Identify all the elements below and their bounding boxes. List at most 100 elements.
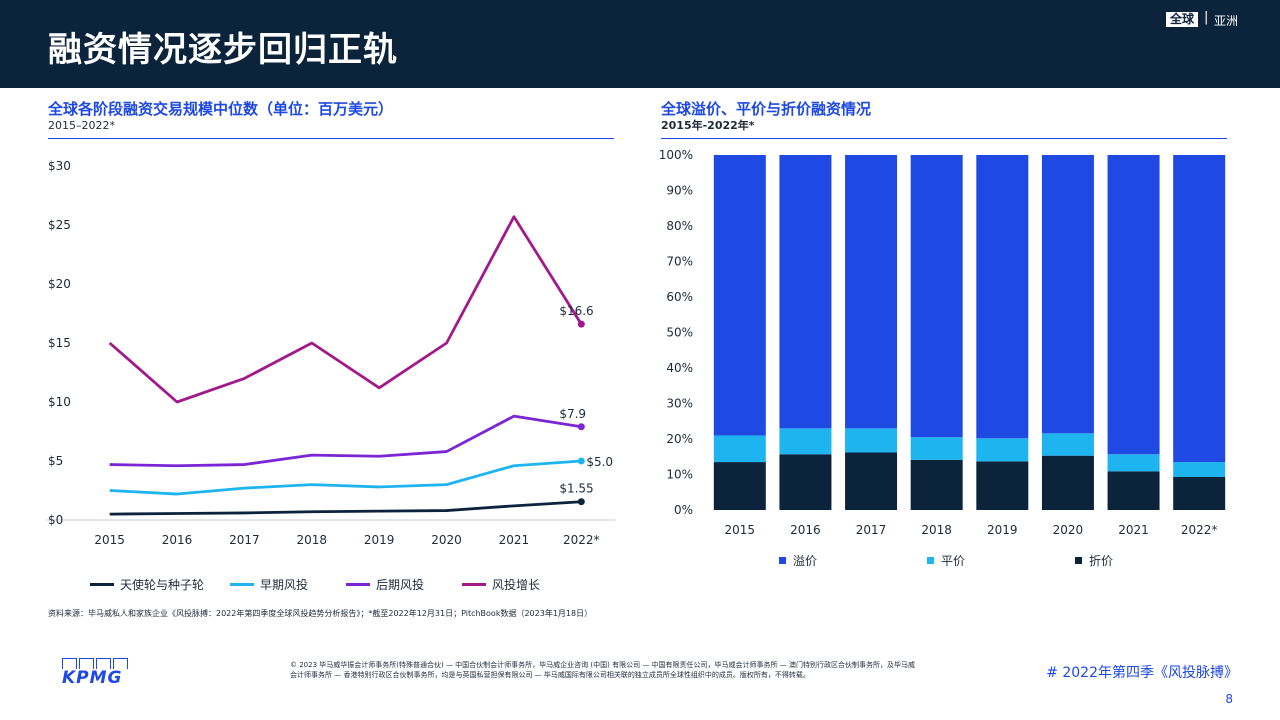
line-chart-y-tick: $15	[48, 336, 71, 350]
bar-chart-subtitle: 2015年-2022年*	[661, 119, 755, 132]
legend-item: 天使轮与种子轮	[90, 576, 204, 593]
bar-chart-y-tick: 50%	[666, 326, 693, 340]
bar-segment-1	[845, 428, 898, 453]
bar-segment-1	[1107, 454, 1160, 472]
legend-label: 风投增长	[492, 578, 541, 592]
bar-chart-y-tick: 30%	[666, 397, 693, 411]
line-chart-x-tick: 2016	[162, 533, 193, 547]
line-chart-y-tick: $5	[48, 454, 63, 468]
bar-segment-1	[910, 437, 963, 460]
series-end-label-2: $7.9	[559, 407, 586, 421]
bar-chart-x-tick: 2020	[1053, 523, 1084, 537]
legend-label: 天使轮与种子轮	[120, 578, 205, 592]
series-line-1	[109, 459, 582, 496]
bar-segment-1	[1041, 433, 1094, 456]
legend-swatch	[230, 583, 254, 586]
legend-label: 后期风投	[376, 578, 425, 592]
line-chart-y-tick: $30	[48, 159, 71, 173]
series-end-point-2	[577, 423, 585, 431]
line-chart-rule	[48, 138, 614, 139]
line-chart-y-tick: $10	[48, 395, 71, 409]
line-chart-title: 全球各阶段融资交易规模中位数（单位：百万美元）	[48, 100, 394, 118]
bar-segment-2	[976, 155, 1029, 439]
bar-chart-y-tick: 0%	[674, 503, 693, 517]
bar-chart-y-tick: 80%	[666, 219, 693, 233]
series-line-2	[109, 414, 582, 468]
bar-segment-0	[845, 452, 898, 510]
bar-chart-title: 全球溢价、平价与折价融资情况	[661, 100, 872, 118]
region-link[interactable]: 亚洲	[1214, 14, 1239, 28]
line-chart-x-tick: 2017	[229, 533, 260, 547]
line-chart-subtitle: 2015–2022*	[48, 119, 115, 132]
legend-label: 早期风投	[260, 578, 309, 592]
bar-chart-y-tick: 60%	[666, 290, 693, 304]
bar-segment-1	[713, 435, 766, 463]
bar-segment-0	[713, 462, 766, 510]
publication-tag: # 2022年第四季《风投脉搏》	[1046, 665, 1238, 681]
bar-segment-2	[845, 155, 898, 429]
page-title: 融资情况逐步回归正轨	[48, 30, 398, 70]
bar-chart-x-tick: 2017	[856, 523, 887, 537]
bar-chart-x-tick: 2018	[921, 523, 952, 537]
bar-chart-y-tick: 20%	[666, 432, 693, 446]
bar-segment-0	[1041, 455, 1094, 510]
bar-chart-y-tick: 10%	[666, 468, 693, 482]
legend-item: 风投增长	[462, 576, 540, 593]
bar-segment-0	[910, 459, 963, 510]
legal-notice: © 2023 毕马威华振会计师事务所(特殊普通合伙) — 中国合伙制会计师事务所…	[290, 661, 915, 679]
line-chart-x-tick: 2018	[297, 533, 328, 547]
series-end-label-3: $16.6	[559, 304, 593, 318]
legend-label: 折价	[1089, 554, 1114, 568]
bar-segment-0	[976, 461, 1029, 510]
header-bar: 融资情况逐步回归正轨 全球 | 亚洲	[0, 0, 1280, 88]
bar-segment-2	[779, 155, 832, 429]
bar-segment-1	[779, 428, 832, 455]
bar-segment-0	[779, 454, 832, 510]
bar-chart-x-tick: 2021	[1118, 523, 1149, 537]
bar-segment-2	[1173, 155, 1226, 463]
line-chart-y-tick: $25	[48, 218, 71, 232]
bar-segment-0	[1107, 471, 1160, 510]
line-chart-x-tick: 2022*	[563, 533, 600, 547]
legend-item: 平价	[927, 552, 965, 569]
bar-chart-y-tick: 90%	[666, 184, 693, 198]
legend-swatch	[462, 583, 486, 586]
series-end-point-1	[577, 457, 585, 465]
legend-swatch	[1075, 557, 1082, 564]
legend-label: 溢价	[793, 554, 818, 568]
legend-swatch	[346, 583, 370, 586]
legend-item: 折价	[1075, 552, 1113, 569]
bar-chart-x-tick: 2015	[725, 523, 756, 537]
kpmg-logo: KPMG	[62, 658, 128, 688]
logo-boxes	[62, 658, 128, 669]
series-line-0	[109, 500, 582, 516]
bar-chart-x-tick: 2016	[790, 523, 821, 537]
legend-swatch	[779, 557, 786, 564]
bar-chart-y-tick: 40%	[666, 361, 693, 375]
page-number: 8	[1225, 692, 1233, 706]
bar-chart-x-tick: 2022*	[1181, 523, 1218, 537]
legend-item: 溢价	[779, 552, 817, 569]
bar-segment-0	[1173, 476, 1226, 510]
bar-segment-1	[976, 438, 1029, 462]
line-chart-y-tick: $20	[48, 277, 71, 291]
bar-segment-1	[1173, 462, 1226, 477]
source-note: 资料来源：毕马威私人和家族企业《风投脉搏：2022年第四季度全球风投趋势分析报告…	[48, 609, 593, 618]
bar-chart-x-tick: 2019	[987, 523, 1018, 537]
line-chart-x-tick: 2015	[94, 533, 125, 547]
bar-segment-2	[1041, 155, 1094, 434]
legend-label: 平价	[941, 554, 966, 568]
legend-swatch	[927, 557, 934, 564]
line-chart-x-tick: 2019	[364, 533, 395, 547]
line-chart-x-tick: 2021	[499, 533, 530, 547]
series-line-3	[108, 215, 583, 404]
logo-wordmark: KPMG	[62, 668, 123, 688]
global-badge[interactable]: 全球	[1166, 12, 1199, 27]
bar-chart-y-tick: 70%	[666, 255, 693, 269]
bar-chart-rule	[661, 138, 1227, 139]
series-end-point-3	[577, 320, 585, 328]
line-chart-x-tick: 2020	[431, 533, 462, 547]
stacked-bar-chart: 0% 10% 20% 30% 40% 50% 60% 70% 80% 90% 100% 2015 201…	[659, 148, 1226, 537]
line-chart-y-tick: $0	[48, 513, 63, 527]
series-end-label-0: $1.55	[559, 482, 593, 496]
